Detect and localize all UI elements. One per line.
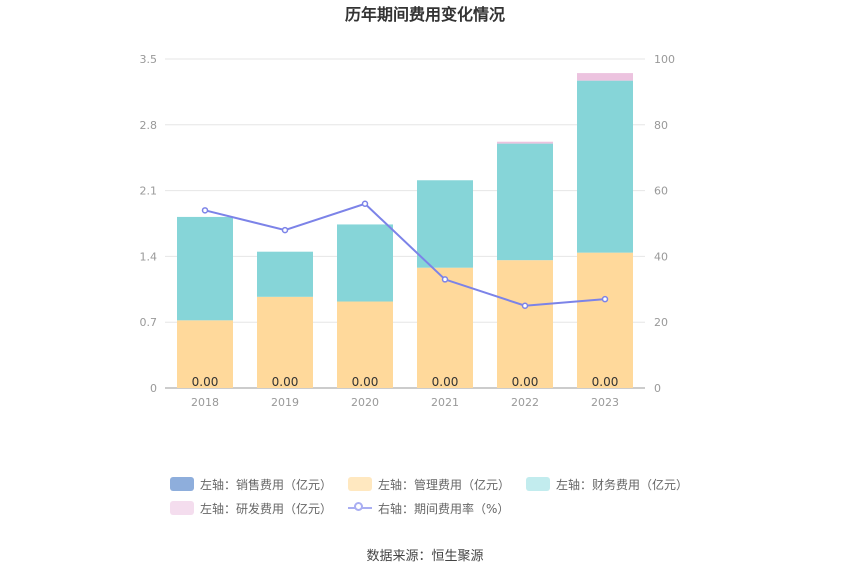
legend-line-marker-icon <box>348 501 373 515</box>
right-axis-tick-label: 60 <box>654 185 668 198</box>
bar <box>177 216 233 321</box>
bar <box>257 251 313 297</box>
legend-item-expense-rate[interactable]: 右轴：期间费用率（%） <box>348 500 509 517</box>
right-axis-tick-label: 20 <box>654 316 668 329</box>
legend-item-sales[interactable]: 左轴：销售费用（亿元） <box>170 476 332 493</box>
legend-label-finance: 左轴：财务费用（亿元） <box>556 477 689 492</box>
right-axis-tick-labels: 0 20 40 60 80 100 <box>654 53 675 395</box>
data-label: 0.00 <box>592 375 619 389</box>
legend-label-expense-rate: 右轴：期间费用率（%） <box>378 501 510 516</box>
left-axis-tick-labels: 0 0.7 1.4 2.1 2.8 3.5 <box>140 53 158 395</box>
legend-item-finance[interactable]: 左轴：财务费用（亿元） <box>526 476 688 493</box>
left-axis-tick-label: 2.1 <box>140 185 158 198</box>
bar <box>177 320 233 388</box>
line-point <box>281 226 289 234</box>
data-label: 0.00 <box>352 375 379 389</box>
legend: 左轴：销售费用（亿元） 左轴：管理费用（亿元） 左轴：财务费用（亿元） 左轴：研… <box>170 472 730 520</box>
bar <box>577 80 633 253</box>
x-axis-tick-label: 2021 <box>431 396 459 409</box>
data-label: 0.00 <box>272 375 299 389</box>
line-point <box>441 276 449 283</box>
chart-title: 历年期间费用变化情况 <box>345 5 505 24</box>
line-point <box>361 200 369 208</box>
legend-item-rnd[interactable]: 左轴：研发费用（亿元） <box>170 500 332 517</box>
x-axis-tick-labels: 2018 2019 2020 2021 2022 2023 <box>191 396 619 409</box>
line-series <box>201 200 609 309</box>
bar-series <box>177 73 633 388</box>
bar <box>577 252 633 388</box>
data-label: 0.00 <box>192 375 219 389</box>
right-axis-tick-label: 0 <box>654 382 661 395</box>
x-axis-tick-label: 2018 <box>191 396 219 409</box>
bar <box>497 143 553 261</box>
bar <box>497 141 553 144</box>
gridlines <box>165 58 645 389</box>
legend-item-admin[interactable]: 左轴：管理费用（亿元） <box>348 476 510 493</box>
legend-row-1: 左轴：销售费用（亿元） 左轴：管理费用（亿元） 左轴：财务费用（亿元） <box>170 472 730 496</box>
data-label: 0.00 <box>432 375 459 389</box>
data-labels: 0.00 0.00 0.00 0.00 0.00 0.00 <box>192 375 619 389</box>
bar <box>337 224 393 302</box>
data-label: 0.00 <box>512 375 539 389</box>
expense-rate-line <box>204 202 606 307</box>
x-axis-tick-label: 2020 <box>351 396 379 409</box>
left-axis-tick-label: 3.5 <box>140 53 158 66</box>
legend-label-rnd: 左轴：研发费用（亿元） <box>200 501 333 516</box>
line-point <box>201 207 209 214</box>
legend-swatch-rnd <box>170 501 194 515</box>
bar <box>257 296 313 388</box>
legend-label-admin: 左轴：管理费用（亿元） <box>378 477 511 492</box>
bar <box>417 180 473 268</box>
line-point <box>521 302 529 309</box>
bar <box>417 267 473 388</box>
legend-row-2: 左轴：研发费用（亿元） 右轴：期间费用率（%） <box>170 496 730 520</box>
left-axis-tick-label: 0 <box>150 382 157 395</box>
legend-label-sales: 左轴：销售费用（亿元） <box>200 477 333 492</box>
legend-swatch-sales <box>170 477 194 491</box>
right-axis-tick-label: 80 <box>654 119 668 132</box>
bar <box>337 301 393 388</box>
chart-area: 历年期间费用变化情况 0 0.7 1.4 2.1 2.8 3.5 0 20 40 60 80 100… <box>140 5 676 409</box>
x-axis-tick-label: 2019 <box>271 396 299 409</box>
legend-swatch-finance <box>526 477 551 491</box>
bar <box>577 73 633 81</box>
bar <box>497 260 553 388</box>
line-point <box>601 295 609 303</box>
x-axis-tick-label: 2022 <box>511 396 539 409</box>
left-axis-tick-label: 0.7 <box>140 316 158 329</box>
x-axis-tick-label: 2023 <box>591 396 619 409</box>
right-axis-tick-label: 40 <box>654 250 668 263</box>
left-axis-tick-label: 1.4 <box>140 250 158 263</box>
left-axis-tick-label: 2.8 <box>140 119 158 132</box>
legend-swatch-admin <box>348 477 373 491</box>
data-source: 数据来源：恒生聚源 <box>366 549 484 564</box>
right-axis-tick-label: 100 <box>654 53 675 66</box>
